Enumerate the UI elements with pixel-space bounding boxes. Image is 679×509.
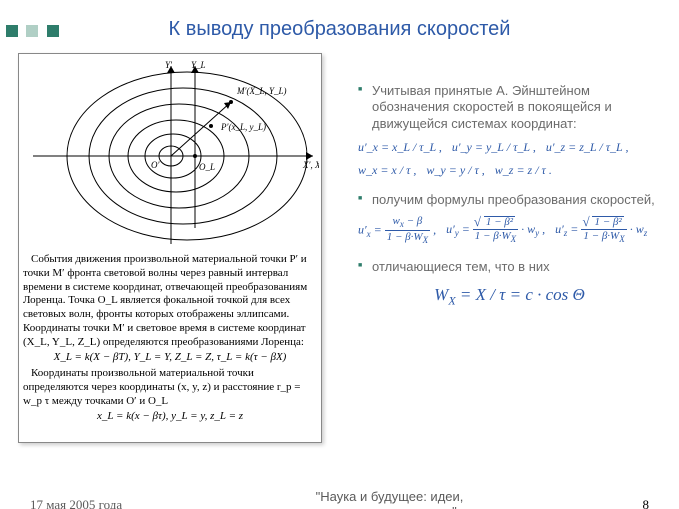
bullet-2: получим формулы преобразования скоростей… (358, 192, 661, 208)
svg-text:Y′: Y′ (165, 60, 173, 70)
figure-caption-2: Координаты произвольной материальной точ… (23, 367, 317, 408)
slide-footer: 17 мая 2005 года "Наука и будущее: идеи,… (0, 490, 679, 509)
decor-square-1 (6, 25, 18, 37)
footer-subtitle: "Наука и будущее: идеи, которые изменят … (160, 490, 619, 509)
figure-eq-1: X_L = k(X − βT), Y_L = Y, Z_L = Z, τ_L =… (54, 351, 287, 363)
figure-box: Y′ Y_L X′, X_L O′ O_L M′(X_L, Y_L) P′(x_L, y_L… (18, 53, 322, 443)
svg-text:P′(x_L, y_L): P′(x_L, y_L) (220, 122, 266, 132)
footer-page-number: 8 (619, 497, 649, 509)
bullet-3: отличающиеся тем, что в них (358, 259, 661, 275)
svg-text:M′(X_L, Y_L): M′(X_L, Y_L) (236, 86, 286, 96)
formula-notation: u′_x = x_L / τ_L ,u′_y = y_L / τ_L ,u′_z… (358, 140, 661, 178)
formula-main: WX = X / τ = c · cos Θ (358, 284, 661, 308)
bullet-1: Учитывая принятые А. Эйнштейном обозначе… (358, 83, 661, 132)
figure-caption-1: События движения произвольной материальн… (23, 253, 317, 349)
figure-eq-2: x_L = k(x − βτ), y_L = y, z_L = z (97, 410, 243, 422)
decor-square-2 (26, 25, 38, 37)
ellipse-diagram: Y′ Y_L X′, X_L O′ O_L M′(X_L, Y_L) P′(x_L, y_L… (23, 58, 319, 246)
svg-text:Y_L: Y_L (191, 60, 206, 70)
formula-velocity-transform: u′x = wx − β1 − β·WX ,u′y = 1 − β²1 − β·… (358, 216, 661, 245)
svg-text:O_L: O_L (199, 162, 215, 172)
decor-square-3 (47, 25, 59, 37)
corner-decoration (6, 24, 63, 42)
footer-date: 17 мая 2005 года (30, 497, 160, 509)
svg-text:X′, X_L: X′, X_L (302, 160, 319, 170)
slide-title: К выводу преобразования скоростей (0, 18, 679, 41)
svg-text:O′: O′ (151, 160, 160, 170)
